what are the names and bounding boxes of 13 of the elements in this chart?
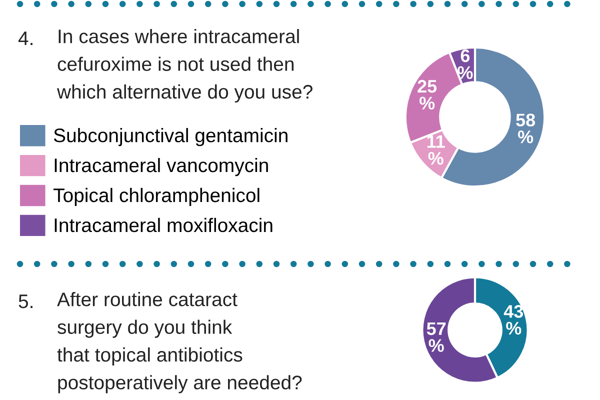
legend-label: Intracameral moxifloxacin xyxy=(54,218,272,232)
text: After routine cataract surgery do you think that topical antibiotics postoperatively are needed? xyxy=(57,292,302,394)
chart-title: In cases where intracameral cefuroxime is not used then which alternative do you use? xyxy=(56,29,312,103)
text: 4. xyxy=(18,32,32,46)
data-label: 11 % xyxy=(427,135,445,165)
legend-label: Intracameral vancomycin xyxy=(54,158,268,176)
text: 5. xyxy=(18,294,32,308)
data-label: 57 % xyxy=(426,322,446,352)
legend-label: Subconjunctival gentamicin xyxy=(54,128,288,146)
data-label: 43 % xyxy=(504,305,524,335)
legend-label: Topical chloramphenicol xyxy=(53,188,260,206)
data-label: 58 % xyxy=(516,114,536,144)
data-label: 25 % xyxy=(418,80,437,110)
